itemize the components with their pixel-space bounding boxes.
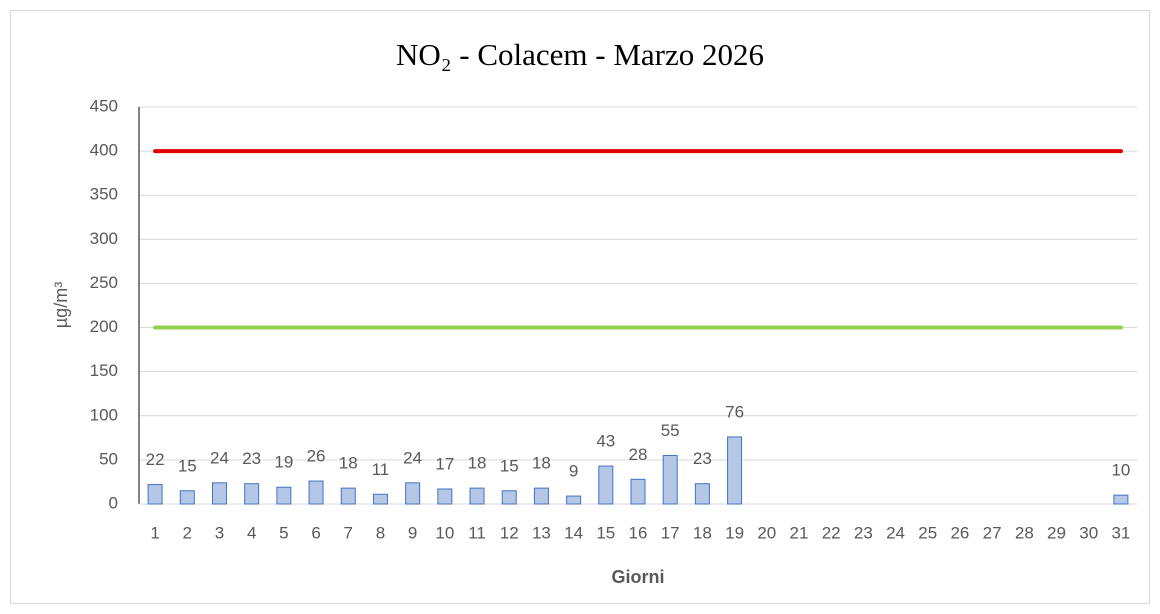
data-label: 18 xyxy=(339,454,358,473)
bar xyxy=(598,465,614,505)
x-tick-label: 10 xyxy=(435,523,454,542)
bar xyxy=(372,493,388,505)
bar xyxy=(211,482,227,505)
chart-title: NO₂ - Colacem - Marzo 2026 xyxy=(396,37,764,72)
bar xyxy=(566,495,582,505)
bar xyxy=(501,490,517,505)
y-tick-label: 250 xyxy=(90,273,118,292)
x-tick-label: 7 xyxy=(344,523,353,542)
x-tick-label: 27 xyxy=(983,523,1002,542)
data-label: 9 xyxy=(569,462,578,481)
x-tick-label: 26 xyxy=(950,523,969,542)
data-label: 15 xyxy=(500,456,519,475)
x-tick-label: 30 xyxy=(1079,523,1098,542)
x-tick-label: 11 xyxy=(468,523,486,542)
y-tick-label: 0 xyxy=(109,493,118,512)
bar xyxy=(437,488,453,505)
bar xyxy=(308,480,324,505)
data-label: 19 xyxy=(274,453,293,472)
data-label: 10 xyxy=(1111,461,1130,480)
data-label: 23 xyxy=(693,449,712,468)
bar xyxy=(276,486,292,505)
x-tick-label: 22 xyxy=(822,523,841,542)
chart-frame xyxy=(10,10,1150,604)
data-label: 43 xyxy=(596,432,615,451)
data-label: 11 xyxy=(372,460,390,479)
y-tick-label: 100 xyxy=(90,405,118,424)
x-axis-title: Giorni xyxy=(612,567,665,587)
y-tick-label: 300 xyxy=(90,229,118,248)
data-label: 76 xyxy=(725,402,744,421)
bar xyxy=(179,490,195,505)
x-tick-label: 24 xyxy=(886,523,905,542)
bar xyxy=(694,483,710,505)
data-label: 24 xyxy=(210,448,229,467)
x-tick-label: 9 xyxy=(408,523,417,542)
x-tick-label: 1 xyxy=(150,523,159,542)
y-tick-label: 50 xyxy=(99,449,118,468)
y-tick-label: 200 xyxy=(90,317,118,336)
data-label: 28 xyxy=(629,445,648,464)
data-label: 18 xyxy=(532,454,551,473)
data-label: 15 xyxy=(178,456,197,475)
x-tick-label: 3 xyxy=(215,523,224,542)
data-label: 22 xyxy=(146,450,165,469)
x-tick-label: 15 xyxy=(596,523,615,542)
bar xyxy=(340,487,356,505)
x-tick-label: 23 xyxy=(854,523,873,542)
bar xyxy=(630,478,646,505)
x-tick-label: 29 xyxy=(1047,523,1066,542)
data-label: 18 xyxy=(468,454,487,473)
bar xyxy=(727,436,743,505)
x-tick-label: 14 xyxy=(564,523,583,542)
y-tick-label: 150 xyxy=(90,361,118,380)
y-tick-label: 400 xyxy=(90,141,118,160)
x-tick-label: 18 xyxy=(693,523,712,542)
x-tick-label: 28 xyxy=(1015,523,1034,542)
x-tick-label: 17 xyxy=(661,523,680,542)
bar xyxy=(244,483,260,505)
bar xyxy=(147,484,163,505)
bar xyxy=(1113,494,1129,505)
x-tick-label: 21 xyxy=(790,523,809,542)
x-tick-label: 19 xyxy=(725,523,744,542)
data-label: 26 xyxy=(307,447,326,466)
x-tick-label: 12 xyxy=(500,523,519,542)
x-tick-label: 20 xyxy=(757,523,776,542)
y-tick-label: 350 xyxy=(90,185,118,204)
bar xyxy=(533,487,549,505)
x-tick-label: 13 xyxy=(532,523,551,542)
bar xyxy=(469,487,485,505)
x-tick-label: 31 xyxy=(1111,523,1130,542)
x-tick-label: 4 xyxy=(247,523,256,542)
x-tick-label: 2 xyxy=(183,523,192,542)
x-tick-label: 5 xyxy=(279,523,288,542)
bar xyxy=(662,454,678,505)
y-tick-label: 450 xyxy=(90,96,118,115)
data-label: 23 xyxy=(242,449,261,468)
data-label: 24 xyxy=(403,448,422,467)
bar xyxy=(405,482,421,505)
x-tick-label: 25 xyxy=(918,523,937,542)
y-axis-title: µg/m³ xyxy=(51,282,71,328)
x-tick-label: 16 xyxy=(629,523,648,542)
x-tick-label: 6 xyxy=(311,523,320,542)
data-label: 55 xyxy=(661,421,680,440)
data-label: 17 xyxy=(435,454,454,473)
x-tick-label: 8 xyxy=(376,523,385,542)
